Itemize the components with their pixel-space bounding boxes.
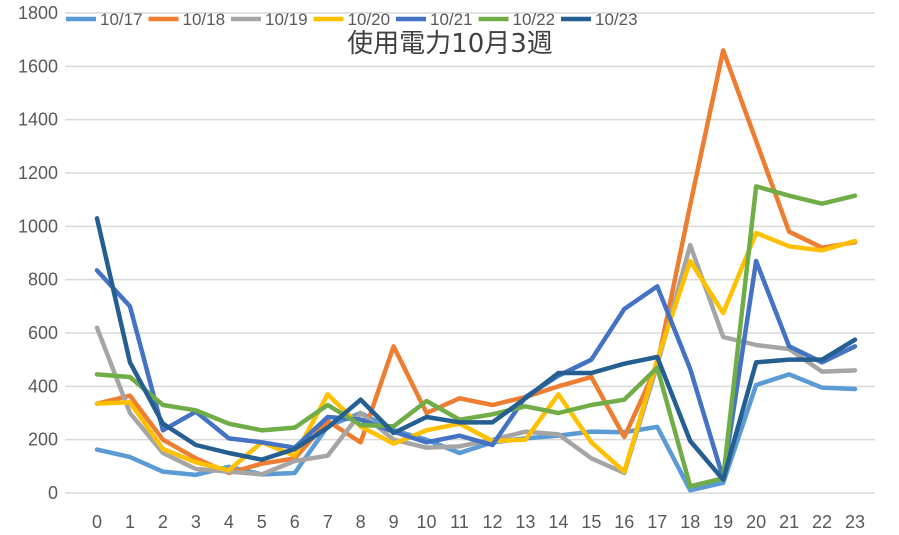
legend-item: 10/22 [478,10,556,29]
y-tick-label: 1600 [18,56,58,76]
series-line-10-23 [94,216,858,482]
x-tick-label: 11 [450,512,469,532]
y-axis-ticks: 0 200 400 600 800 1000 1200 1400 1600 1800 [18,3,58,503]
legend-label: 10/22 [513,10,556,29]
legend-item: 10/17 [66,10,143,29]
series-line-10-22 [94,184,858,489]
x-tick-label: 17 [647,512,667,532]
legend-item: 10/21 [396,10,473,29]
y-tick-label: 1400 [18,110,58,130]
x-tick-label: 8 [356,512,366,532]
y-tick-label: 200 [28,430,58,450]
x-tick-label: 6 [290,512,300,532]
x-tick-label: 13 [515,512,535,532]
x-tick-label: 12 [482,512,502,532]
legend-label: 10/18 [183,10,226,29]
x-tick-label: 2 [158,512,168,532]
x-tick-label: 5 [257,512,267,532]
x-tick-label: 20 [746,512,766,532]
gridlines [65,12,875,494]
x-tick-label: 7 [323,512,333,532]
x-tick-label: 22 [812,512,832,532]
x-tick-label: 16 [614,512,634,532]
x-tick-label: 14 [548,512,568,532]
y-tick-label: 1200 [18,163,58,183]
legend-label: 10/20 [348,10,391,29]
x-tick-label: 19 [713,512,733,532]
y-tick-label: 1000 [18,216,58,236]
legend-item: 10/20 [313,10,391,29]
series-lines [94,48,858,493]
x-tick-label: 9 [389,512,399,532]
legend-label: 10/19 [265,10,308,29]
x-tick-label: 4 [224,512,234,532]
chart-title: 使用電力10月3週 [347,29,553,59]
x-axis-ticks: 0 1 2 3 4 5 6 7 8 9 10 11 12 13 14 15 16 17 18 19 20 21 22 23 [92,512,865,532]
y-tick-label: 0 [48,483,58,503]
y-tick-label: 800 [28,270,58,290]
legend-item: 10/18 [148,10,226,29]
legend-item: 10/19 [231,10,308,29]
legend-item: 10/23 [561,10,638,29]
y-tick-label: 600 [28,323,58,343]
series-line-10-20 [94,230,858,474]
legend-label: 10/17 [100,10,143,29]
y-tick-label: 1800 [18,3,58,23]
x-tick-label: 21 [779,512,799,532]
legend-label: 10/21 [430,10,473,29]
y-tick-label: 400 [28,376,58,396]
legend: 10/17 10/18 10/19 10/20 10/21 10/22 10/23 [66,10,638,29]
x-tick-label: 15 [581,512,601,532]
x-tick-label: 23 [845,512,865,532]
legend-label: 10/23 [595,10,638,29]
x-tick-label: 1 [125,512,135,532]
x-tick-label: 3 [191,512,201,532]
x-tick-label: 18 [680,512,700,532]
x-tick-label: 0 [92,512,102,532]
x-tick-label: 10 [417,512,437,532]
